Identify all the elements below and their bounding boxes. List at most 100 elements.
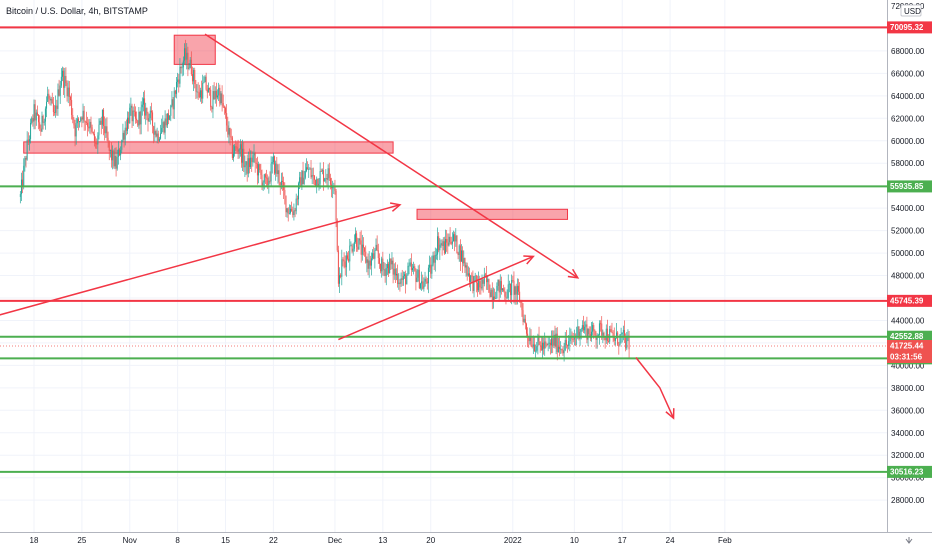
candle-body <box>559 346 561 350</box>
candle <box>427 264 429 294</box>
candle-body <box>194 69 196 84</box>
candle-body <box>292 211 294 215</box>
candle <box>415 268 417 291</box>
candle-body <box>508 283 510 285</box>
candle <box>505 291 507 305</box>
candle-body <box>157 133 159 141</box>
arrow-head <box>567 268 580 279</box>
candle <box>169 115 171 121</box>
candle-body <box>349 245 351 262</box>
candle <box>590 322 592 342</box>
candle <box>560 341 562 354</box>
candle-body <box>88 126 90 129</box>
time-tick-label: 13 <box>378 536 387 545</box>
candle <box>413 261 415 275</box>
candle-body <box>69 96 71 101</box>
level-price-label: 70095.32 <box>890 23 924 32</box>
candle <box>156 127 158 144</box>
candle-body <box>67 87 69 97</box>
candle-body <box>170 105 172 116</box>
candle <box>279 182 281 195</box>
candle <box>530 329 532 347</box>
candle-body <box>119 149 120 156</box>
candle <box>445 229 447 255</box>
candle <box>138 106 140 129</box>
candle <box>564 332 566 352</box>
candle-body <box>166 113 168 126</box>
candle <box>187 46 189 77</box>
candle <box>507 274 509 301</box>
candle-body <box>530 337 532 347</box>
candle-body <box>73 119 75 126</box>
candle <box>212 85 214 119</box>
candle <box>481 274 483 291</box>
candle-body <box>243 148 245 168</box>
candle-body <box>65 75 67 83</box>
candle-body <box>604 337 606 341</box>
candle <box>307 161 309 170</box>
candle <box>112 145 114 170</box>
candle <box>90 116 92 135</box>
candle-body <box>40 128 42 132</box>
candle <box>248 148 250 174</box>
candle-body <box>188 67 190 69</box>
trendline <box>635 357 675 419</box>
candle-body <box>388 263 390 274</box>
candle-body <box>150 110 152 113</box>
candle-body <box>373 253 375 259</box>
candle-body <box>593 325 595 331</box>
candle-body <box>114 155 116 167</box>
candle <box>173 87 175 120</box>
time-axis[interactable]: 18 25 Nov 8 15 22 Dec 13 20 2022 10 17 24 Feb <box>0 532 932 550</box>
candle-body <box>319 171 321 184</box>
candle-body <box>26 139 28 160</box>
candle <box>512 275 514 283</box>
candle <box>71 93 73 120</box>
candle-body <box>112 150 114 161</box>
candle-body <box>214 90 216 100</box>
candle <box>82 103 84 124</box>
candle-body <box>368 260 370 269</box>
candle <box>183 43 185 65</box>
candle <box>302 161 304 185</box>
candle <box>555 327 557 355</box>
price-axis[interactable]: 28000.00 30000.00 32000.00 34000.00 36000.00… <box>887 0 932 550</box>
candle <box>377 243 379 264</box>
candle-body <box>540 345 542 351</box>
candle-body <box>601 323 603 336</box>
candle <box>447 233 449 254</box>
candle <box>278 163 280 188</box>
candle-body <box>134 111 136 119</box>
candle-body <box>329 178 331 185</box>
candle-body <box>407 265 409 276</box>
candle-body <box>446 239 448 243</box>
candle <box>254 151 256 173</box>
candle-body <box>125 127 127 131</box>
candle <box>22 170 24 194</box>
candle-body <box>23 165 25 186</box>
candle-body <box>603 332 605 338</box>
candle <box>409 258 411 267</box>
candle-body <box>317 178 319 187</box>
candle-body <box>391 260 393 265</box>
candle-body <box>408 265 410 267</box>
candle-body <box>455 235 457 242</box>
candle-body <box>299 177 301 184</box>
candle <box>193 67 195 92</box>
candle-body <box>126 117 128 131</box>
candle <box>166 113 168 128</box>
candle-body <box>471 275 473 277</box>
candle <box>108 140 110 161</box>
candle <box>174 89 176 98</box>
candle-body <box>307 167 309 170</box>
candle <box>66 80 68 102</box>
candle <box>242 139 244 171</box>
candle-body <box>91 127 93 132</box>
candle-body <box>617 332 619 345</box>
candle-body <box>506 297 508 299</box>
candle-body <box>600 323 602 325</box>
settings-icon[interactable] <box>905 537 913 544</box>
candle-body <box>516 285 518 295</box>
candle-body <box>156 133 158 137</box>
